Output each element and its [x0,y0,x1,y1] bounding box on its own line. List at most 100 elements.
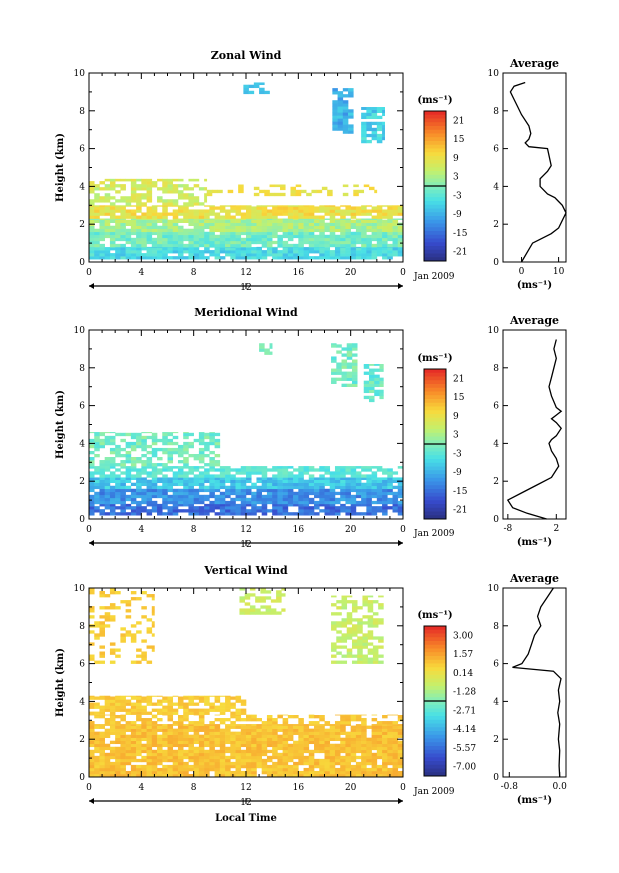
heat-cell [371,112,378,117]
heat-cell [376,240,383,245]
heat-cell [350,485,357,490]
heat-cell [99,621,105,625]
heat-cell [303,491,310,496]
heat-cell [366,474,372,478]
heat-cell [209,734,215,738]
heat-cell [230,479,236,484]
heat-cell [324,222,331,227]
heat-cell [314,240,320,245]
heat-cell [183,767,189,772]
heat-cell [151,228,158,233]
average-title: Average [509,57,559,70]
heat-cell [345,512,351,516]
heat-cell [353,189,359,194]
heat-cell [141,202,147,206]
heat-cell [172,767,179,772]
heat-cell [109,256,116,260]
heat-cell [104,773,111,778]
colorbar-tick-label: 9 [453,154,459,164]
heat-cell [382,468,388,472]
colorbar-unit: (ms⁻¹) [417,353,452,364]
heat-cell [266,743,273,748]
heat-cell [130,250,137,254]
heat-cell [397,773,404,778]
heat-cell [337,100,344,104]
heat-cell [136,247,142,251]
heat-cell [230,506,236,510]
heat-cell [355,728,362,732]
y-axis-label: Height (km) [55,648,66,717]
heat-cell [345,491,351,496]
heat-cell [240,740,247,745]
heat-cell [214,218,221,220]
heat-cell [314,477,320,480]
heat-cell [193,228,200,233]
heat-cell [235,734,242,738]
heat-cell [151,215,158,219]
heat-cell [141,243,147,248]
heat-cell [115,606,121,610]
heat-cell [387,468,393,472]
heat-cell [340,767,346,772]
heat-cell [157,488,163,493]
heat-cell [94,500,100,505]
heat-cell [136,432,142,437]
heat-cell [183,432,189,434]
heat-cell [350,740,357,745]
heat-cell [230,250,236,254]
heat-cell [372,600,379,604]
heat-cell [157,225,163,230]
heat-cell [136,749,142,754]
heat-cell [204,432,210,437]
heat-cell [303,488,310,493]
heat-cell [240,466,247,469]
heat-cell [277,758,283,763]
heat-cell [162,711,168,715]
heat-cell [225,702,231,706]
heat-cell [177,482,184,487]
heat-cell [146,234,153,239]
heat-cell [293,247,299,251]
heat-cell [293,731,299,735]
colorbar-segment [424,455,446,460]
heat-cell [99,660,105,664]
heat-cell [261,468,268,472]
heat-cell [146,699,153,703]
heat-cell [115,758,121,763]
heat-cell [225,477,231,480]
heat-cell [366,234,372,239]
heat-cell [188,231,194,236]
heat-cell [329,243,336,248]
heat-cell [303,222,310,227]
heat-cell [293,231,299,236]
heat-cell [204,752,210,757]
heat-cell [351,343,358,345]
heat-cell [177,500,184,505]
heat-cell [293,246,299,248]
heat-cell [269,192,276,197]
heat-cell [348,115,354,119]
heat-cell [282,734,289,738]
heat-cell [361,209,367,213]
heat-cell [272,477,278,480]
heat-cell [314,219,320,223]
heat-cell [363,184,370,188]
heat-cell [287,474,294,478]
heat-cell [256,218,262,220]
heat-cell [109,237,116,242]
heat-cell [130,222,137,227]
heat-cell [141,218,147,220]
heat-cell [162,724,168,726]
heat-cell [198,740,205,745]
heat-cell [204,740,210,745]
heat-cell [298,215,304,219]
y-axis-label: Height (km) [55,133,66,202]
heat-cell [308,512,315,516]
heat-cell [251,218,257,220]
heat-cell [183,237,189,242]
average-x-label: (ms⁻¹) [517,280,552,291]
heat-cell [198,724,205,726]
heat-cell [287,724,294,726]
heat-cell [397,482,404,487]
heat-cell [374,383,380,387]
